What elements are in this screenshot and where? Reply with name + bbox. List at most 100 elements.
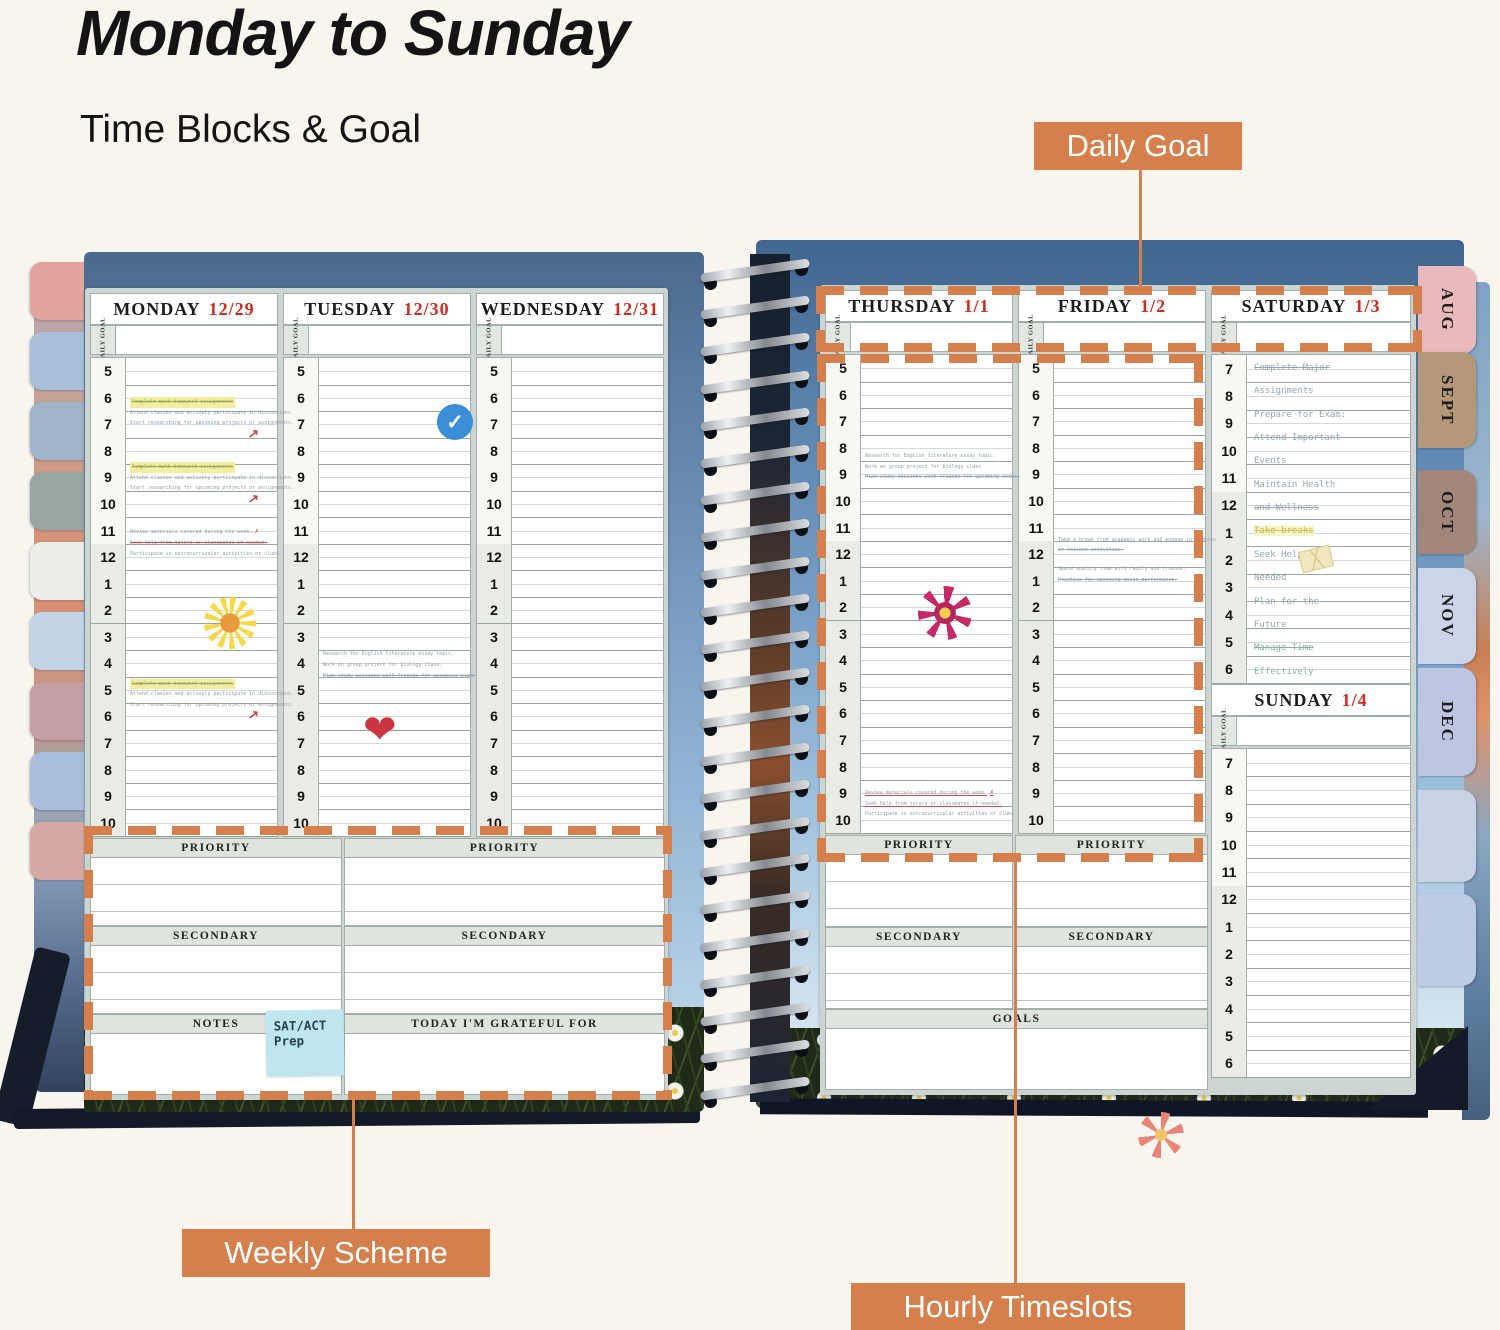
hour-row: 5 [826, 355, 1012, 383]
hour-row: 10 [477, 490, 663, 519]
hour-label: 2 [1019, 593, 1054, 621]
hour-label: 5 [1212, 628, 1247, 656]
handwriting-line: Assignments [1254, 386, 1314, 397]
day-header: MONDAY 12/29 [90, 293, 278, 325]
hour-row: 9 [91, 464, 277, 492]
hour-row: 11 [1019, 514, 1205, 542]
half-hour-line [1247, 789, 1410, 791]
hour-label: 8 [1212, 776, 1247, 804]
half-hour-line [1054, 580, 1205, 582]
hour-row: 8 [477, 437, 663, 466]
hour-row: 1 [1212, 912, 1410, 942]
hour-label: 7 [91, 411, 126, 438]
hour-label: 9 [284, 464, 319, 491]
hour-label: 9 [477, 464, 512, 491]
half-hour-line [861, 660, 1012, 662]
hour-row: 12 [1019, 540, 1205, 569]
hour-row: 7 [477, 411, 663, 439]
hour-row: 8 [1212, 382, 1410, 411]
hour-label: 12 [1019, 540, 1054, 568]
hour-label: 8 [91, 756, 126, 783]
half-hour-line [1247, 981, 1410, 983]
handwriting-line: Attend classes and actively participate … [130, 474, 294, 481]
time-grid: 5 6 7 8 9 10 11 12 1 2 3 4 5 6 7 8 9 10 Take a break from … [1018, 354, 1216, 834]
hour-label: 10 [91, 490, 126, 518]
day-column-thursday: THURSDAY 1/1 DAILY GOAL 5 6 7 8 9 10 11 12 1 2 3 4 5 6 7 8… [825, 290, 1020, 834]
half-hour-line [512, 610, 663, 612]
handwriting-line: Attend Important [1254, 433, 1341, 444]
hour-label: 7 [284, 411, 319, 438]
handwriting-line: Participate in extracurricular activitie… [865, 811, 1015, 818]
handwritten-entry: Research for English literature essay to… [865, 451, 1025, 483]
hour-label: 8 [477, 756, 512, 783]
half-hour-line [126, 769, 277, 771]
daily-goal-input [116, 325, 278, 355]
half-hour-line [861, 739, 1012, 741]
hour-label: 8 [477, 437, 512, 465]
hour-row: 5 [1019, 673, 1205, 702]
half-hour-line [1247, 477, 1410, 479]
half-hour-line [512, 822, 663, 824]
weekly-scheme-callout: Weekly Scheme [182, 1229, 490, 1277]
half-hour-line [512, 689, 663, 691]
hour-label: 3 [477, 623, 512, 651]
hour-row: 11 [91, 517, 277, 545]
half-hour-line [319, 716, 470, 718]
hour-label: 10 [91, 809, 126, 836]
hour-label: 7 [1212, 355, 1247, 383]
hour-label: 10 [477, 490, 512, 518]
half-hour-line [319, 610, 470, 612]
handwriting-line: Work on group project for biology class. [323, 661, 443, 668]
half-hour-line [126, 689, 277, 691]
headline-subtitle: Time Blocks & Goal [80, 108, 421, 151]
day-date: 1/4 [1341, 689, 1368, 710]
month-tab-label: AUG [1438, 288, 1457, 332]
hour-label: 7 [477, 411, 512, 438]
day-name: WEDNESDAY [480, 298, 606, 319]
handwriting-line: Work on group project for biology class. [865, 463, 985, 470]
hour-row: 5 [477, 358, 663, 386]
hour-label: 6 [477, 703, 512, 730]
half-hour-line [319, 689, 470, 691]
half-hour-line [1247, 368, 1410, 370]
half-hour-line [861, 474, 1012, 476]
hour-row: 4 [1212, 994, 1410, 1024]
half-hour-line [1247, 844, 1410, 846]
handwriting-line: Plan study sessions with friends for upc… [865, 474, 1020, 481]
daily-goal-input [851, 322, 1013, 352]
hour-label: 8 [284, 756, 319, 783]
hour-label: 5 [477, 358, 512, 385]
half-hour-line [1054, 474, 1205, 476]
hour-label: 6 [1019, 381, 1054, 409]
half-hour-line [861, 368, 1012, 370]
headline-title: Monday to Sunday [76, 0, 630, 69]
hour-label: 12 [477, 543, 512, 571]
half-hour-line [1247, 505, 1410, 507]
half-hour-line [1247, 1063, 1410, 1065]
day-name: MONDAY [113, 298, 201, 319]
daily-goal-input [502, 325, 664, 355]
section-body [91, 946, 341, 1013]
hour-label: 9 [1019, 461, 1054, 488]
daily-goal-label: DAILY GOAL [283, 317, 309, 363]
hour-row: 3 [1212, 967, 1410, 996]
half-hour-line [319, 583, 470, 585]
half-hour-line [319, 450, 470, 452]
day-date: 12/31 [613, 298, 660, 319]
section-today-i-m-grateful-for: TODAY I'M GRATEFUL FOR [344, 1014, 665, 1095]
hour-label: 9 [1212, 409, 1247, 437]
half-hour-line [1247, 762, 1410, 764]
hour-label: 1 [1019, 567, 1054, 594]
handwriting-line: Plan for the [1254, 596, 1320, 607]
hour-row: 8 [1019, 434, 1205, 463]
hour-row: 5 [284, 676, 470, 705]
handwritten-entry: Complete math homework assignments Attend… [130, 462, 294, 507]
half-hour-line [1247, 587, 1410, 589]
section-header: SECONDARY [826, 928, 1012, 947]
hour-row: 2 [1212, 940, 1410, 969]
hour-row: 5 [1019, 355, 1205, 383]
hour-row: 9 [826, 461, 1012, 489]
hour-label: 7 [1019, 726, 1054, 754]
half-hour-line [861, 501, 1012, 503]
handwriting-line: Complete math homework assignments [130, 397, 235, 408]
